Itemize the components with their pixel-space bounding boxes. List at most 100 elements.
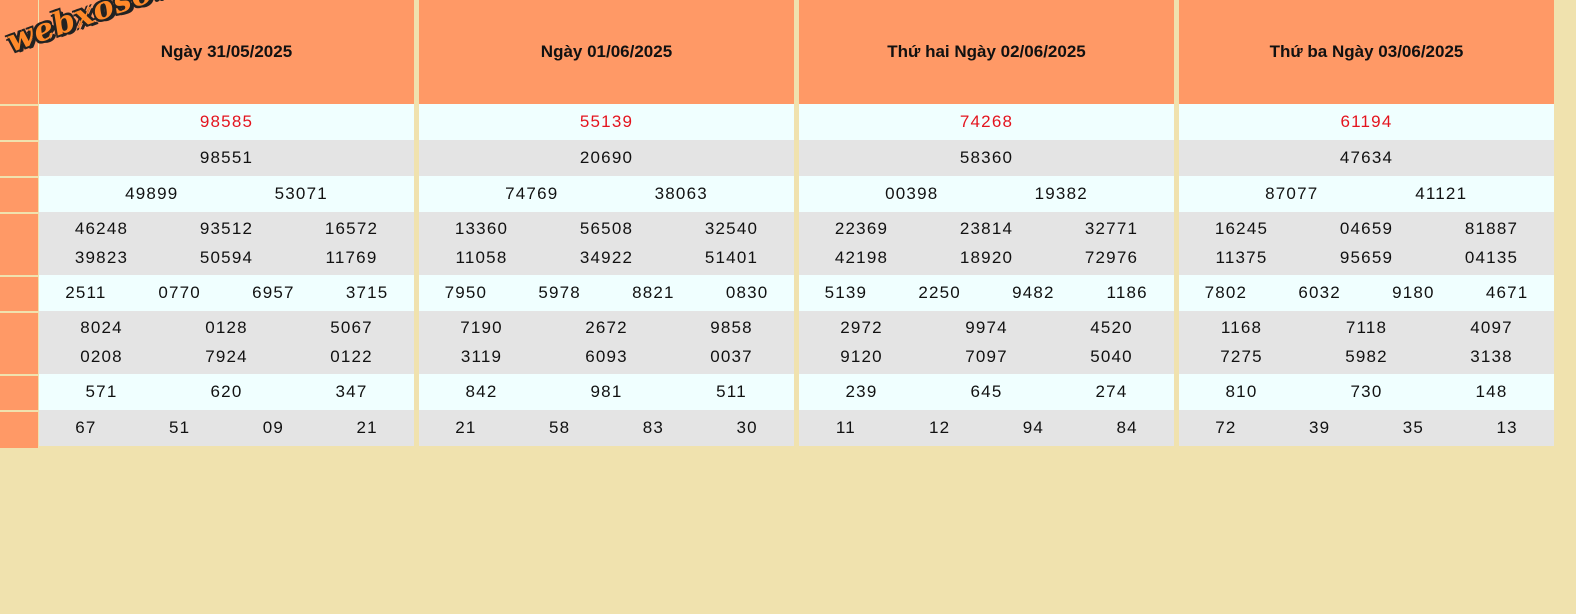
prize-row: 98585 [39,104,414,140]
prize-row: 16245 04659 81887 11375 95659 04135 [1179,212,1554,275]
prize-row: 7190 2672 9858 3119 6093 0037 [419,311,794,374]
day-title: Thứ hai Ngày 02/06/2025 [799,0,1174,104]
prize-number: 620 [210,382,243,401]
prize-number: 50594 [199,248,254,267]
prize-row: 7802 6032 9180 4671 [1179,275,1554,311]
prize-row: 239 645 274 [799,374,1174,410]
prize-number: 5040 [1090,347,1133,366]
day-column: Ngày 01/06/2025 55139 20690 74769 38063 13360… [419,0,794,446]
prize-number: 9858 [710,318,753,337]
prize-number: 13360 [454,219,509,238]
prize-row: 2511 0770 6957 3715 [39,275,414,311]
prize-number: 00398 [885,184,939,203]
day-column: Thứ hai Ngày 02/06/2025 74268 58360 00398 19… [799,0,1174,446]
prize-number: 7802 [1204,283,1248,302]
prize-number: 274 [1095,382,1128,401]
prize-number: 9120 [840,347,883,366]
label-cell [0,0,38,106]
prize-number: 4097 [1470,318,1513,337]
prize-number: 7097 [965,347,1008,366]
label-cell [0,277,38,313]
prize-number: 83 [642,418,665,437]
prize-number: 32771 [1084,219,1139,238]
prize-number: 842 [465,382,498,401]
special-prize-number: 55139 [579,112,634,131]
prize-number: 7950 [444,283,488,302]
prize-row: 58360 [799,140,1174,176]
day-title: Thứ ba Ngày 03/06/2025 [1179,0,1554,104]
prize-number: 730 [1350,382,1383,401]
prize-number: 20690 [579,148,634,167]
special-prize-number: 61194 [1340,112,1393,131]
prize-row: 61194 [1179,104,1554,140]
day-column: Ngày 31/05/2025 98585 98551 49899 53071 46248… [39,0,414,446]
prize-number: 8821 [632,283,675,302]
prize-row: 74268 [799,104,1174,140]
prize-number: 9482 [1012,283,1055,302]
special-prize-number: 98585 [199,112,254,131]
prize-number: 56508 [579,219,634,238]
prize-number: 87077 [1265,184,1319,203]
prize-number: 6032 [1298,283,1341,302]
prize-number: 94 [1022,418,1045,437]
prize-number: 239 [845,382,878,401]
prize-number: 22369 [834,219,889,238]
prize-number: 12 [928,418,951,437]
prize-number: 42198 [834,248,889,267]
prize-number: 810 [1225,382,1258,401]
prize-row: 47634 [1179,140,1554,176]
prize-number: 23814 [959,219,1014,238]
prize-number: 2672 [585,318,628,337]
prize-number: 04135 [1464,248,1519,267]
prize-number: 09 [262,418,285,437]
prize-number: 51401 [704,248,759,267]
prize-number: 81887 [1464,219,1519,238]
prize-number: 67 [75,418,97,437]
prize-row: 11 12 94 84 [799,410,1174,446]
prize-row: 49899 53071 [39,176,414,212]
prize-number: 18920 [959,248,1014,267]
prize-number: 6957 [252,283,295,302]
label-cell [0,313,38,376]
label-cell [0,178,38,214]
label-cell [0,106,38,142]
prize-number: 0037 [710,347,753,366]
prize-number: 72976 [1084,248,1139,267]
prize-number: 47634 [1339,148,1394,167]
prize-number: 7190 [460,318,503,337]
label-cell [0,142,38,178]
prize-number: 38063 [654,184,708,203]
prize-number: 9974 [965,318,1008,337]
prize-row: 1168 7118 4097 7275 5982 3138 [1179,311,1554,374]
prize-row: 842 981 511 [419,374,794,410]
prize-number: 3138 [1470,347,1513,366]
prize-number: 9180 [1392,283,1435,302]
prize-row: 20690 [419,140,794,176]
prize-number: 5067 [330,318,373,337]
prize-number: 981 [590,382,623,401]
prize-number: 6093 [585,347,628,366]
prize-number: 19382 [1034,184,1088,203]
prize-row: 21 58 83 30 [419,410,794,446]
prize-number: 571 [85,382,118,401]
day-title: Ngày 01/06/2025 [419,0,794,104]
label-cell [0,376,38,412]
special-prize-number: 74268 [959,112,1014,131]
prize-number: 35 [1402,418,1425,437]
prize-number: 46248 [74,219,129,238]
prize-number: 0830 [725,283,769,302]
prize-number: 13 [1496,418,1518,437]
prize-number: 98551 [199,148,254,167]
prize-number: 16572 [324,219,379,238]
prize-number: 5982 [1345,347,1388,366]
prize-number: 3715 [345,283,389,302]
prize-number: 0208 [80,347,123,366]
prize-row: 98551 [39,140,414,176]
prize-number: 39823 [74,248,129,267]
prize-number: 95659 [1339,248,1394,267]
prize-number: 2511 [65,283,107,302]
prize-number: 58360 [959,148,1014,167]
prize-row: 571 620 347 [39,374,414,410]
prize-row: 2972 9974 4520 9120 7097 5040 [799,311,1174,374]
prize-number: 7275 [1220,347,1263,366]
